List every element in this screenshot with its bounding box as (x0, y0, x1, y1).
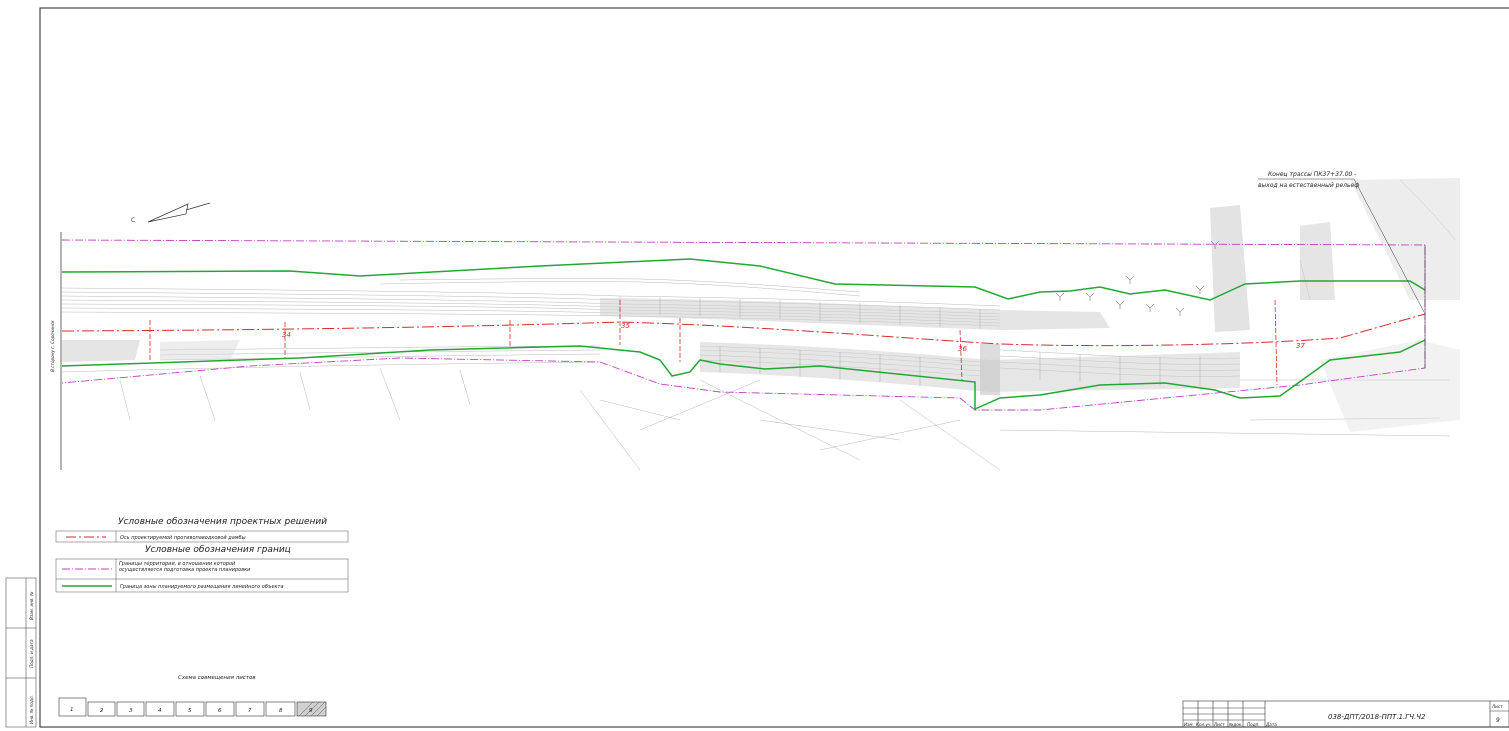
sheet-scheme-title: Схема совмещения листов (178, 675, 256, 681)
chainage-label: 35 (621, 322, 630, 330)
end-note-line2: выход на естественный рельеф (1258, 182, 1359, 189)
north-letter: С (131, 217, 135, 224)
left-stamp (5, 577, 37, 728)
title-col: Изм. (1184, 722, 1194, 727)
sheet-cell: 3 (129, 708, 133, 714)
title-col: Лист (1213, 722, 1225, 727)
end-note-line1: Конец трассы ПК37+37.00 - (1268, 171, 1356, 178)
legend-title-borders: Условные обозначения границ (145, 545, 291, 555)
title-col: №док. (1228, 722, 1243, 727)
cross-section-ticks (149, 299, 1278, 386)
drawing-code: 038-ДПТ/2018-ППТ.1.ГЧ.Ч2 (1328, 713, 1426, 721)
chainage-label: 37 (1296, 342, 1305, 350)
sheet-cell: 5 (188, 708, 192, 714)
legend-label-dam-axis: Ось проектируемой противопаводковой дамб… (120, 535, 246, 541)
dam-slope-hatching (62, 178, 1460, 432)
title-col: Подп. (1247, 722, 1260, 727)
tree-marker-icon (1055, 240, 1220, 316)
dam-axis (61, 313, 1426, 347)
title-col: Дата (1265, 722, 1277, 727)
legend: Условные обозначения проектных решений О… (55, 517, 349, 593)
sheet-frame (39, 7, 1509, 728)
dam-slope-ticks (619, 296, 1201, 386)
sheet-scheme (58, 697, 327, 717)
sheet-cell: 8 (279, 708, 283, 714)
sheet-cell: 4 (158, 708, 162, 714)
sheet-cell: 6 (218, 708, 222, 714)
sheet-label: Лист (1491, 704, 1503, 709)
end-note: Конец трассы ПК37+37.00 - выход на естес… (1258, 171, 1425, 313)
side-note: В сторону г. Сорочинск (50, 320, 55, 372)
legend-title-design: Условные обозначения проектных решений (118, 517, 327, 527)
sheet-cell-current: 9 (309, 708, 313, 714)
chainage-label: 34 (282, 331, 291, 339)
title-block (1182, 700, 1509, 728)
sheet-cell: 2 (100, 708, 104, 714)
stamp-label: Взам. инв. № (29, 591, 34, 620)
title-col: Кол.уч. (1196, 722, 1212, 727)
north-arrow-icon (147, 202, 211, 223)
stamp-label: Подп. и дата (29, 639, 34, 668)
zone-border (61, 258, 1426, 411)
legend-label-zone: Граница зоны планируемого размещения лин… (120, 584, 284, 590)
legend-label-territory: Границы территории, в отношении которой … (119, 561, 251, 573)
stamp-label: Инв. № подл. (29, 695, 34, 724)
sheet-cell: 7 (248, 708, 252, 714)
sheet-number: 9 (1496, 717, 1500, 724)
sheet-cell: 1 (70, 707, 74, 713)
chainage-label: 36 (958, 345, 967, 353)
